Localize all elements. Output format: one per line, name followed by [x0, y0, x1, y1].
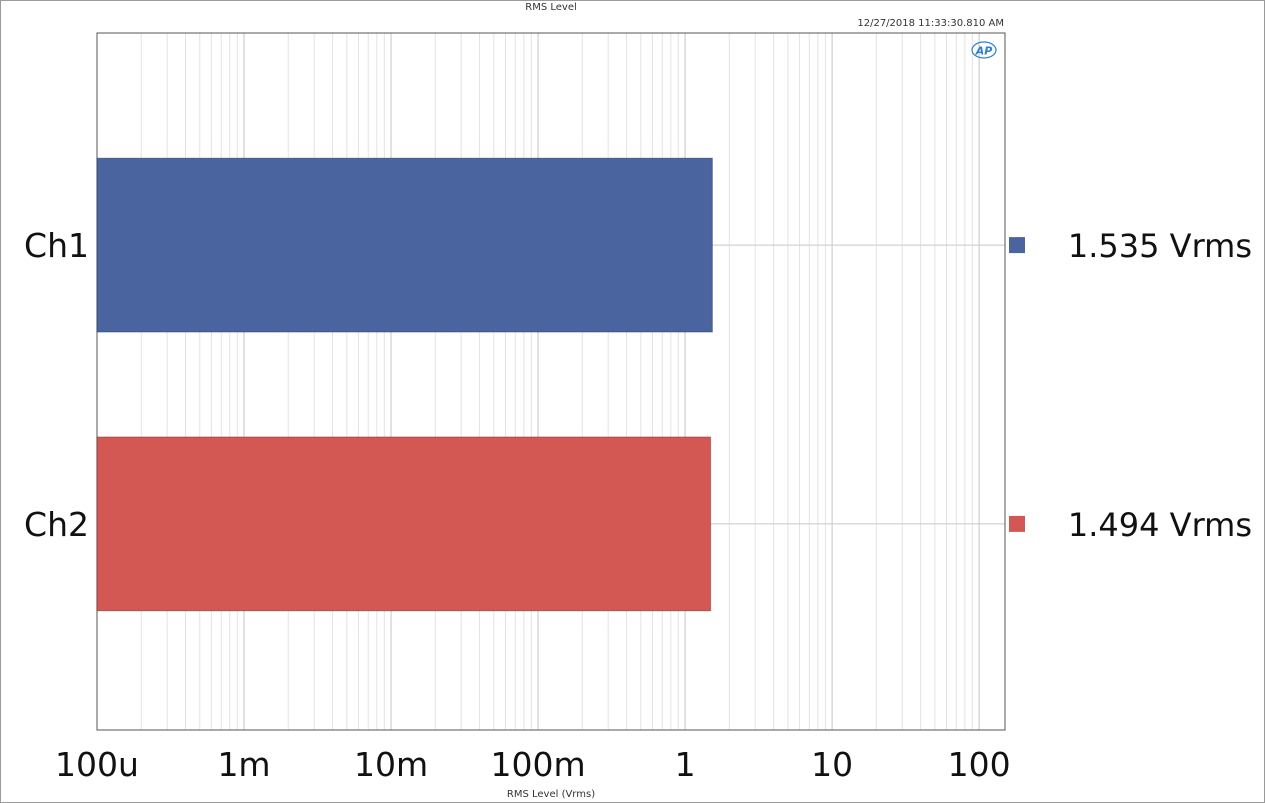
bar-ch2: [96, 436, 712, 612]
gridlines: [97, 33, 1005, 730]
value-label: 1.535 Vrms: [1068, 227, 1252, 265]
timestamp: 12/27/2018 11:33:30.810 AM: [857, 18, 1004, 29]
x-tick-labels: 100u 1m 10m 100m 1 10 100: [55, 745, 1011, 784]
category-label: Ch1: [24, 226, 89, 265]
x-tick-label: 10: [811, 745, 853, 784]
plot-area: [96, 32, 1006, 731]
bar-ch1: [96, 157, 713, 333]
value-legend: 1.535 Vrms 1.494 Vrms: [1009, 227, 1252, 544]
value-label: 1.494 Vrms: [1068, 506, 1252, 544]
chart-title: RMS Level: [525, 2, 577, 13]
x-tick-label: 10m: [354, 745, 428, 784]
legend-swatch: [1009, 515, 1025, 532]
x-tick-label: 100: [948, 745, 1011, 784]
x-tick-label: 1m: [217, 745, 270, 784]
ap-logo-icon: AP: [971, 41, 997, 59]
legend-swatch: [1009, 237, 1025, 254]
x-axis-label: RMS Level (Vrms): [507, 789, 595, 800]
category-labels: Ch1 Ch2: [24, 226, 89, 544]
x-tick-label: 1: [675, 745, 696, 784]
bars: [96, 157, 713, 612]
ap-logo-text: AP: [975, 45, 993, 58]
category-label: Ch2: [24, 505, 89, 544]
x-tick-label: 100u: [55, 745, 139, 784]
x-tick-label: 100m: [490, 745, 585, 784]
